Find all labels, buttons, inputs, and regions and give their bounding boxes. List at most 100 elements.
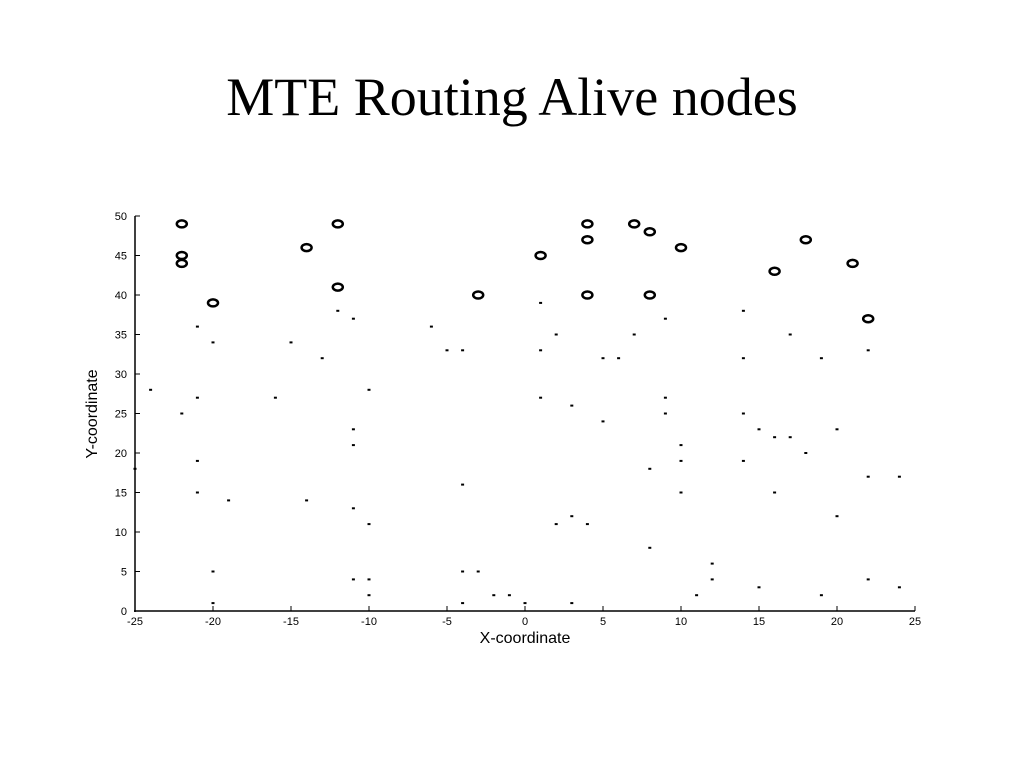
node-circle — [331, 219, 345, 229]
node-circle — [206, 298, 220, 308]
node-dot — [710, 562, 714, 565]
node-circle — [581, 234, 594, 245]
y-tick-label: 40 — [115, 290, 127, 302]
x-tick-label: 10 — [675, 616, 687, 628]
node-dot — [367, 523, 371, 526]
node-dot — [289, 341, 293, 344]
node-dot — [819, 357, 823, 360]
node-dot — [601, 420, 605, 423]
node-dot — [757, 428, 761, 431]
node-dot — [866, 475, 870, 478]
node-circle — [581, 219, 594, 229]
node-dot — [554, 333, 558, 336]
node-dot — [351, 428, 355, 431]
y-tick-label: 0 — [121, 606, 127, 618]
x-tick-label: -10 — [361, 616, 377, 628]
node-dot — [741, 357, 745, 360]
x-tick-label: -25 — [127, 616, 143, 628]
y-tick-label: 45 — [115, 251, 127, 263]
x-tick-label: 0 — [522, 616, 528, 628]
node-dot — [539, 349, 543, 352]
node-dot — [461, 602, 465, 605]
node-dot — [351, 578, 355, 581]
node-dot — [351, 507, 355, 510]
node-dot — [320, 357, 324, 360]
node-dot — [897, 475, 901, 478]
node-dot — [539, 301, 543, 304]
node-dot — [211, 341, 215, 344]
node-dot — [211, 570, 215, 573]
node-dot — [570, 515, 574, 518]
node-dot — [351, 444, 355, 447]
x-tick-label: 5 — [600, 616, 606, 628]
node-dot — [757, 586, 761, 589]
node-circle — [861, 313, 875, 324]
node-dot — [461, 349, 465, 352]
node-circle — [581, 290, 594, 300]
node-dot — [570, 404, 574, 407]
y-tick-label: 25 — [115, 409, 127, 421]
node-dot — [585, 523, 589, 526]
x-tick-label: 20 — [831, 616, 843, 628]
node-circle — [175, 258, 189, 269]
node-dot — [445, 349, 449, 352]
node-dot — [617, 357, 621, 360]
node-dot — [663, 317, 667, 320]
node-circle — [674, 242, 688, 253]
node-dot — [679, 459, 683, 462]
node-circle — [643, 290, 657, 300]
node-dot — [476, 570, 480, 573]
node-dot — [554, 523, 558, 526]
y-tick-label: 30 — [115, 369, 127, 381]
node-dot — [461, 570, 465, 573]
node-dot — [788, 436, 792, 439]
node-dot — [804, 452, 808, 454]
x-tick-label: -20 — [205, 616, 221, 628]
node-dot — [367, 578, 371, 581]
y-tick-label: 10 — [115, 527, 127, 539]
node-circle — [643, 227, 657, 237]
node-dot — [305, 499, 309, 502]
node-dot — [773, 436, 777, 439]
node-circle — [175, 250, 189, 261]
y-axis-label: Y-coordinate — [84, 369, 101, 458]
node-dot — [195, 325, 199, 328]
node-dot — [819, 594, 823, 597]
node-dot — [539, 396, 543, 399]
node-dot — [195, 491, 199, 494]
node-dot — [351, 317, 355, 320]
node-circle — [300, 242, 313, 253]
y-tick-label: 15 — [115, 488, 127, 500]
node-dot — [195, 459, 199, 462]
node-dot — [741, 309, 745, 312]
y-tick-label: 20 — [115, 448, 127, 460]
node-dot — [632, 333, 636, 336]
node-dot — [773, 491, 777, 494]
y-tick-label: 50 — [115, 211, 127, 223]
node-dot — [523, 602, 527, 605]
node-dot — [835, 515, 839, 518]
node-dot — [461, 483, 465, 486]
x-tick-label: 25 — [909, 616, 921, 628]
node-dot — [492, 594, 496, 597]
node-dot — [336, 309, 340, 312]
node-circle — [471, 290, 485, 300]
node-circle — [846, 258, 859, 269]
node-dot — [663, 396, 667, 399]
node-dot — [788, 333, 792, 336]
x-axis-label: X-coordinate — [480, 630, 571, 647]
node-dot — [507, 594, 511, 597]
node-circle — [627, 219, 641, 229]
node-dot — [367, 388, 371, 391]
node-dot — [570, 602, 574, 605]
node-circle — [331, 282, 345, 292]
x-tick-label: -15 — [283, 616, 299, 628]
node-dot — [195, 396, 199, 399]
node-circle — [534, 250, 547, 261]
node-dot — [679, 444, 683, 447]
node-dot — [648, 467, 652, 470]
node-dot — [149, 388, 153, 391]
node-dot — [648, 546, 652, 549]
